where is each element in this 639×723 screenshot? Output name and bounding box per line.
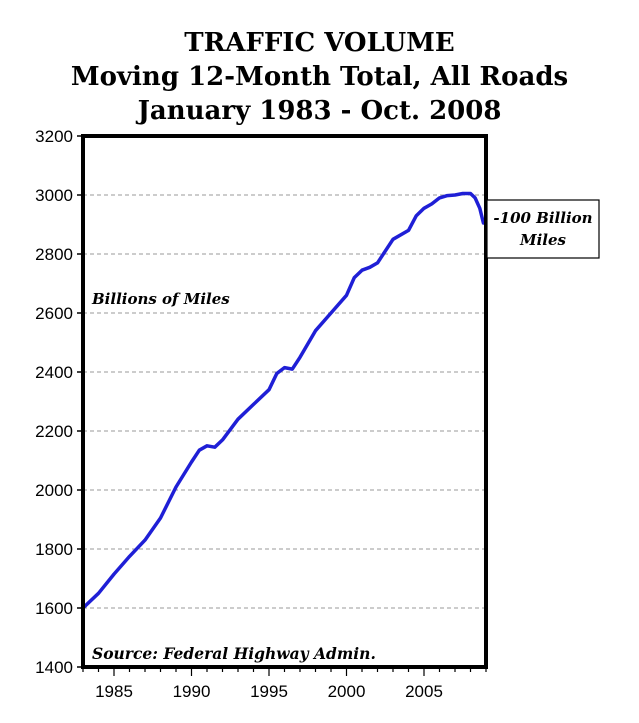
y-tick-label-2600: 2600 — [35, 304, 73, 323]
x-tick-label-2005: 2005 — [405, 682, 443, 701]
x-tick-label-1995: 1995 — [250, 682, 288, 701]
y-tick-label-3000: 3000 — [35, 186, 73, 205]
source-note: Source: Federal Highway Admin. — [92, 644, 376, 663]
y-tick-label-1800: 1800 — [35, 540, 73, 559]
x-tick-label-2000: 2000 — [328, 682, 366, 701]
y-tick-label-2800: 2800 — [35, 245, 73, 264]
y-tick-label-1600: 1600 — [35, 599, 73, 618]
y-axis-ticks: 1400 1600 1800 2000 2200 2400 2600 2800 3000 3200 — [35, 127, 83, 677]
chart-subtitle-line-1: Moving 12-Month Total, All Roads — [70, 62, 569, 92]
chart-title: TRAFFIC VOLUME — [184, 28, 455, 58]
callout-line-2: Miles — [519, 231, 567, 249]
x-tick-label-1990: 1990 — [173, 682, 211, 701]
x-tick-label-1985: 1985 — [95, 682, 133, 701]
y-tick-label-2000: 2000 — [35, 481, 73, 500]
callout-box: -100 Billion Miles — [486, 199, 600, 259]
y-axis-label: Billions of Miles — [91, 290, 230, 308]
gridlines — [83, 194, 486, 609]
y-tick-label-2400: 2400 — [35, 363, 73, 382]
y-tick-label-3200: 3200 — [35, 127, 73, 146]
x-axis-ticks: 1985 1990 1995 2000 2005 — [82, 667, 487, 701]
chart-subtitle-line-2: January 1983 - Oct. 2008 — [137, 96, 502, 126]
plot-frame — [81, 134, 488, 669]
y-tick-label-1400: 1400 — [35, 658, 73, 677]
traffic-volume-line — [81, 191, 486, 610]
y-tick-label-2200: 2200 — [35, 422, 73, 441]
callout-line-1: -100 Billion — [493, 209, 592, 227]
